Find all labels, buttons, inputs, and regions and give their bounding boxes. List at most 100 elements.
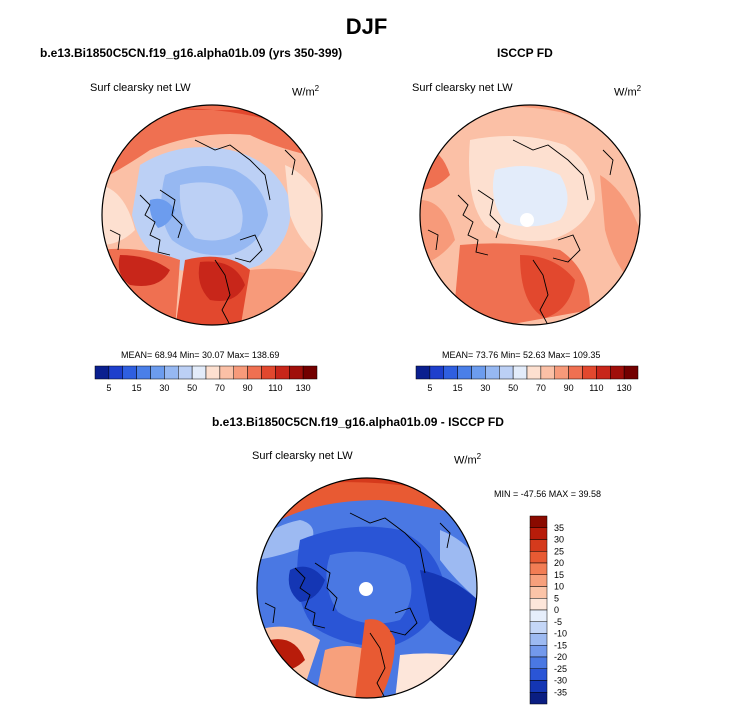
colorbar-swatch bbox=[94, 365, 110, 380]
colorbar-swatch bbox=[457, 365, 472, 380]
colorbar-swatch bbox=[529, 562, 548, 575]
colorbar-swatch bbox=[108, 365, 123, 380]
colorbar-tick-label: -10 bbox=[554, 629, 567, 639]
obs-units-label: W/m2 bbox=[614, 84, 642, 99]
colorbar-tick-label: 30 bbox=[554, 535, 564, 545]
colorbar-swatch bbox=[568, 365, 583, 380]
colorbar-swatch bbox=[529, 633, 548, 646]
colorbar-tick-label: 130 bbox=[296, 383, 311, 393]
colorbar-tick-label: 5 bbox=[427, 383, 432, 393]
colorbar-swatch bbox=[178, 365, 193, 380]
colorbar-tick-label: -5 bbox=[554, 617, 562, 627]
colorbar-swatch bbox=[512, 365, 528, 380]
diff-panel-title: b.e13.Bi1850C5CN.f19_g16.alpha01b.09 - I… bbox=[212, 415, 504, 429]
colorbar-swatch bbox=[122, 365, 137, 380]
colorbar-swatch bbox=[429, 365, 444, 380]
colorbar-tick-label: 15 bbox=[132, 383, 142, 393]
diff-units-label: W/m2 bbox=[454, 452, 482, 467]
colorbar-swatch bbox=[529, 645, 548, 658]
colorbar-swatch bbox=[471, 365, 486, 380]
colorbar-tick-label: -15 bbox=[554, 640, 567, 650]
colorbar-swatch bbox=[219, 365, 234, 380]
colorbar-tick-label: 10 bbox=[554, 582, 564, 592]
colorbar-tick-label: 110 bbox=[589, 383, 603, 393]
colorbar-tick-label: 90 bbox=[564, 383, 574, 393]
colorbar-tick-label: 30 bbox=[480, 383, 490, 393]
colorbar-swatch bbox=[164, 365, 179, 380]
colorbar-tick-label: 110 bbox=[268, 383, 282, 393]
colorbar-swatch bbox=[499, 365, 514, 380]
colorbar-tick-label: 90 bbox=[243, 383, 253, 393]
colorbar-tick-label: 50 bbox=[508, 383, 518, 393]
colorbar-tick-label: 50 bbox=[187, 383, 197, 393]
colorbar-swatch bbox=[529, 586, 548, 599]
colorbar-swatch bbox=[529, 656, 548, 669]
colorbar-swatch bbox=[526, 365, 542, 380]
colorbar-tick-label: 15 bbox=[554, 570, 564, 580]
obs-variable-label: Surf clearsky net LW bbox=[412, 82, 513, 94]
obs-panel-title: ISCCP FD bbox=[497, 46, 553, 60]
colorbar-swatch bbox=[261, 365, 276, 380]
colorbar-tick-label: 25 bbox=[554, 546, 564, 556]
diff-variable-label: Surf clearsky net LW bbox=[252, 450, 353, 462]
model-polar-map bbox=[102, 105, 322, 325]
colorbar-swatch bbox=[302, 365, 318, 380]
colorbar-swatch bbox=[554, 365, 569, 380]
colorbar-swatch bbox=[233, 365, 248, 380]
colorbar-swatch bbox=[443, 365, 458, 380]
colorbar-swatch bbox=[150, 365, 165, 380]
colorbar-swatch bbox=[289, 365, 304, 380]
colorbar-tick-label: -35 bbox=[554, 687, 567, 697]
diff-polar-map bbox=[257, 478, 477, 698]
model-colorbar: 5 15 30 50 70 90 110 130 bbox=[94, 365, 318, 393]
colorbar-tick-label: 30 bbox=[159, 383, 169, 393]
colorbar-tick-label: 5 bbox=[554, 593, 559, 603]
colorbar-tick-label: -30 bbox=[554, 676, 567, 686]
colorbar-swatch bbox=[529, 621, 548, 634]
colorbar-tick-label: 5 bbox=[106, 383, 111, 393]
colorbar-swatch bbox=[582, 365, 597, 380]
model-panel-title: b.e13.Bi1850C5CN.f19_g16.alpha01b.09 (yr… bbox=[40, 46, 343, 60]
colorbar-swatch bbox=[191, 365, 207, 380]
colorbar-swatch bbox=[529, 527, 548, 540]
colorbar-swatch bbox=[529, 680, 548, 693]
diff-coastlines bbox=[264, 512, 451, 698]
model-coastlines bbox=[109, 139, 296, 325]
colorbar-tick-label: 130 bbox=[617, 383, 632, 393]
model-variable-label: Surf clearsky net LW bbox=[90, 82, 191, 94]
colorbar-tick-label: -20 bbox=[554, 652, 567, 662]
colorbar-swatch bbox=[529, 692, 548, 705]
colorbar-swatch bbox=[610, 365, 625, 380]
colorbar-swatch bbox=[275, 365, 290, 380]
colorbar-swatch bbox=[529, 668, 548, 681]
colorbar-swatch bbox=[529, 574, 548, 587]
colorbar-swatch bbox=[247, 365, 262, 380]
colorbar-tick-label: 70 bbox=[536, 383, 546, 393]
colorbar-swatch bbox=[529, 551, 548, 564]
colorbar-swatch bbox=[136, 365, 151, 380]
obs-coastlines bbox=[427, 139, 614, 325]
colorbar-swatch bbox=[529, 598, 548, 611]
model-stats: MEAN= 68.94 Min= 30.07 Max= 138.69 bbox=[121, 350, 280, 360]
colorbar-swatch bbox=[415, 365, 431, 380]
obs-colorbar: 5 15 30 50 70 90 110 130 bbox=[415, 365, 639, 393]
colorbar-tick-label: 0 bbox=[554, 605, 559, 615]
diff-stats: MIN = -47.56 MAX = 39.58 bbox=[494, 489, 602, 499]
colorbar-swatch bbox=[596, 365, 611, 380]
colorbar-swatch bbox=[485, 365, 500, 380]
colorbar-tick-label: 35 bbox=[554, 523, 564, 533]
colorbar-swatch bbox=[623, 365, 639, 380]
obs-stats: MEAN= 73.76 Min= 52.63 Max= 109.35 bbox=[442, 350, 601, 360]
colorbar-tick-label: 70 bbox=[215, 383, 225, 393]
model-units-label: W/m2 bbox=[292, 84, 320, 99]
colorbar-swatch bbox=[529, 609, 548, 622]
page-title: DJF bbox=[345, 14, 388, 39]
colorbar-tick-label: -25 bbox=[554, 664, 567, 674]
colorbar-swatch bbox=[529, 539, 548, 552]
colorbar-tick-label: 20 bbox=[554, 558, 564, 568]
colorbar-swatch bbox=[205, 365, 221, 380]
colorbar-swatch bbox=[529, 515, 548, 528]
colorbar-tick-label: 15 bbox=[453, 383, 463, 393]
